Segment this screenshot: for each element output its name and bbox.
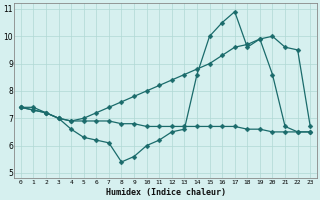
- X-axis label: Humidex (Indice chaleur): Humidex (Indice chaleur): [106, 188, 226, 197]
